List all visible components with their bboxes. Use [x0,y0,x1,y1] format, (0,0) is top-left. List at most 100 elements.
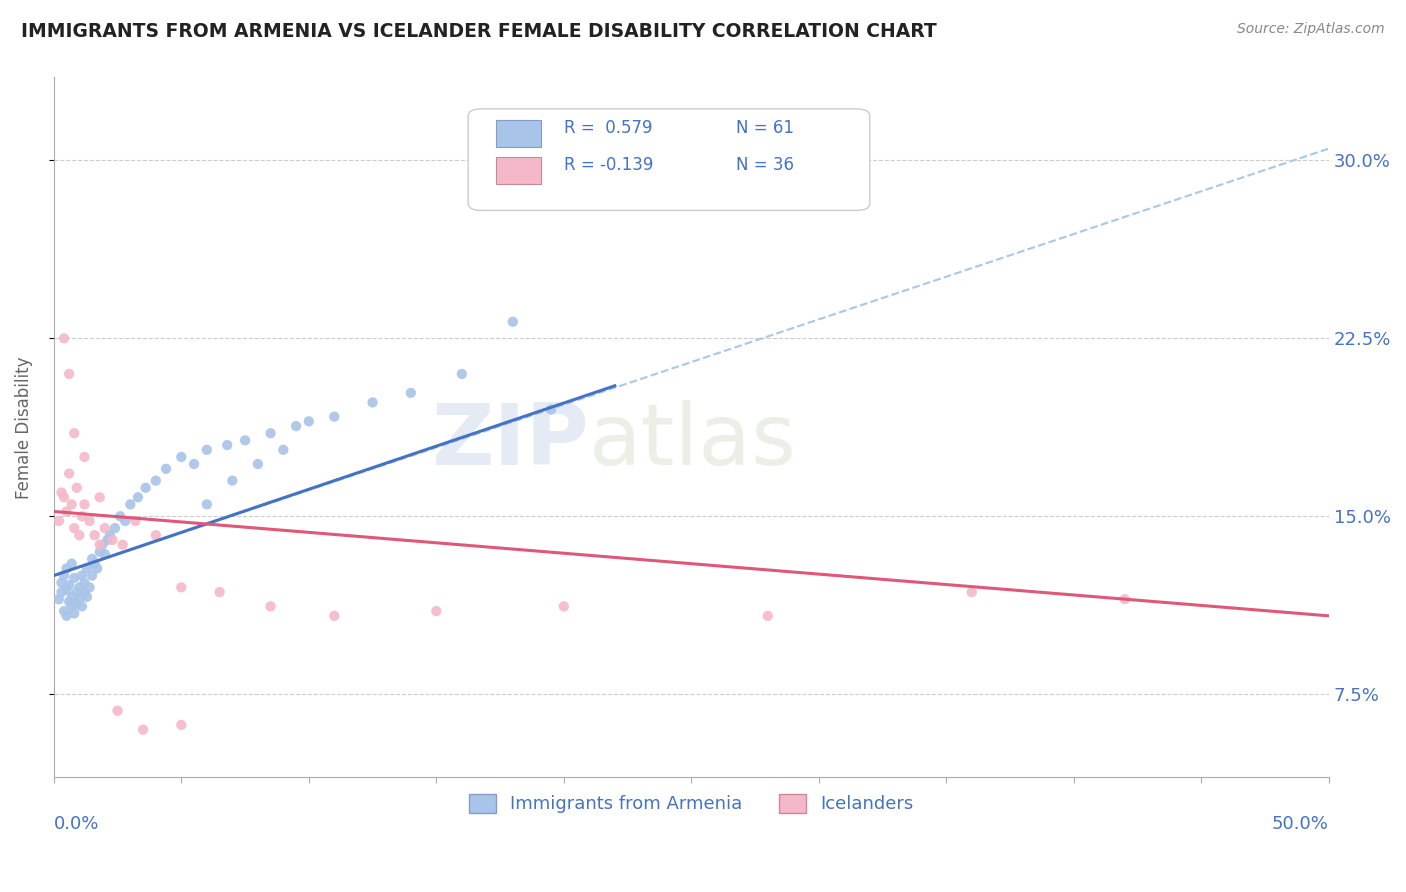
Point [1114,592,1136,607]
Text: Source: ZipAtlas.com: Source: ZipAtlas.com [1237,22,1385,37]
Point [108,509,131,524]
Text: ZIP: ZIP [432,400,589,483]
Point [127,490,149,504]
Point [91,538,114,552]
Point [89,490,111,504]
Point [73,575,96,590]
Point [83,557,105,571]
Text: N = 36: N = 36 [735,156,794,174]
Point [58,467,80,481]
Point [66,597,89,611]
Point [183,457,205,471]
Point [53,568,76,582]
Point [104,521,127,535]
Point [94,547,117,561]
Point [70,568,93,582]
Point [60,590,83,604]
Point [195,497,218,511]
Point [55,561,77,575]
Point [246,457,269,471]
Point [63,426,86,441]
Point [502,315,524,329]
Point [51,585,73,599]
Point [217,438,239,452]
Point [73,497,96,511]
Point [960,585,983,599]
Point [58,578,80,592]
Point [145,528,167,542]
Point [51,575,73,590]
Point [73,585,96,599]
Point [66,585,89,599]
Point [298,414,321,428]
Point [48,592,70,607]
Point [79,514,101,528]
Point [221,474,243,488]
Point [107,704,129,718]
Point [124,514,146,528]
Point [80,568,103,582]
Point [208,585,231,599]
FancyBboxPatch shape [496,120,541,146]
Point [53,490,76,504]
Text: R = -0.139: R = -0.139 [564,156,654,174]
Text: 50.0%: 50.0% [1272,815,1329,833]
Point [135,481,157,495]
Point [94,521,117,535]
Point [79,581,101,595]
Point [58,367,80,381]
Point [96,533,118,547]
Point [63,571,86,585]
Point [145,474,167,488]
Point [60,599,83,614]
Point [89,538,111,552]
FancyBboxPatch shape [496,157,541,184]
Point [399,385,422,400]
Point [114,514,136,528]
Point [55,608,77,623]
Legend: Immigrants from Armenia, Icelanders: Immigrants from Armenia, Icelanders [461,787,921,821]
Point [60,497,83,511]
Y-axis label: Female Disability: Female Disability [15,356,32,499]
Point [73,450,96,464]
Point [55,504,77,518]
Point [132,723,155,737]
Point [76,561,98,575]
Point [259,426,281,441]
Point [66,481,89,495]
Point [76,590,98,604]
Point [756,608,779,623]
Text: 0.0%: 0.0% [53,815,100,833]
Point [323,409,346,424]
Point [67,528,90,542]
Point [63,607,86,621]
Text: IMMIGRANTS FROM ARMENIA VS ICELANDER FEMALE DISABILITY CORRELATION CHART: IMMIGRANTS FROM ARMENIA VS ICELANDER FEM… [21,22,936,41]
Text: atlas: atlas [589,400,797,483]
Point [60,557,83,571]
Point [70,509,93,524]
Point [170,450,193,464]
Point [63,521,86,535]
Point [361,395,384,409]
Point [323,608,346,623]
Point [170,581,193,595]
Point [86,561,108,575]
Point [120,497,142,511]
Point [80,552,103,566]
Text: R =  0.579: R = 0.579 [564,119,652,136]
Point [51,485,73,500]
Point [425,604,447,618]
Point [155,462,177,476]
Point [83,528,105,542]
Point [53,604,76,618]
Point [98,528,121,542]
Point [58,594,80,608]
Point [233,434,256,448]
Point [67,581,90,595]
Point [55,582,77,597]
Point [285,419,308,434]
Point [553,599,575,614]
Point [53,331,76,345]
Point [273,442,295,457]
Point [540,402,562,417]
